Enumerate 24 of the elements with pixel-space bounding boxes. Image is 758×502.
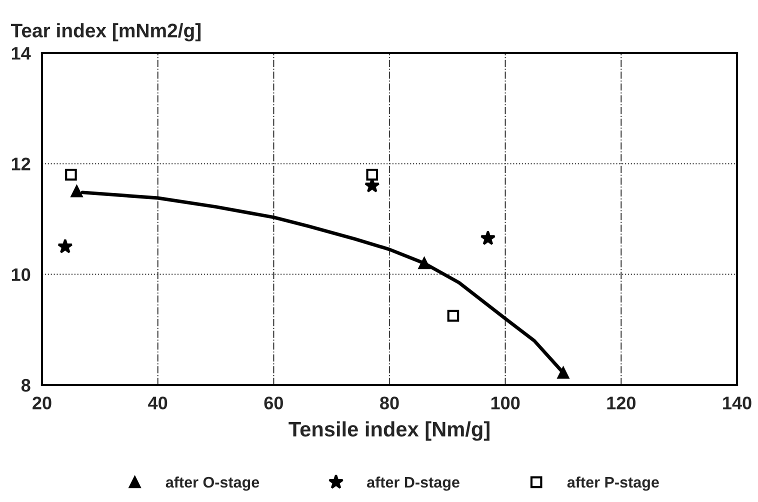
legend-label: after O-stage: [166, 476, 260, 491]
y-tick-label: 10: [12, 268, 30, 282]
point: [70, 185, 83, 198]
point: [480, 230, 496, 246]
point: [418, 257, 430, 270]
y-tick-label: 8: [21, 378, 30, 392]
x-tick-label: 20: [32, 396, 52, 410]
x-tick-label: 120: [607, 396, 636, 410]
y-axis-title: Tear index [mNm2/g]: [10, 23, 201, 42]
y-tick-label: 14: [12, 47, 31, 60]
x-tick-label: 80: [380, 396, 399, 410]
legend-label: after P-stage: [567, 476, 659, 491]
x-tick-label: 60: [264, 396, 283, 410]
point: [447, 310, 460, 322]
x-tick-label: 100: [491, 396, 520, 410]
x-tick-label: 40: [148, 396, 168, 410]
point: [366, 168, 378, 181]
x-tick-label: 140: [723, 396, 752, 410]
point: [557, 366, 570, 379]
x-axis-title: Tensile index [Nm/g]: [288, 421, 490, 441]
legend-label: after D-stage: [367, 476, 460, 491]
point: [65, 168, 77, 181]
point: [58, 238, 73, 254]
y-tick-label: 12: [12, 158, 30, 170]
